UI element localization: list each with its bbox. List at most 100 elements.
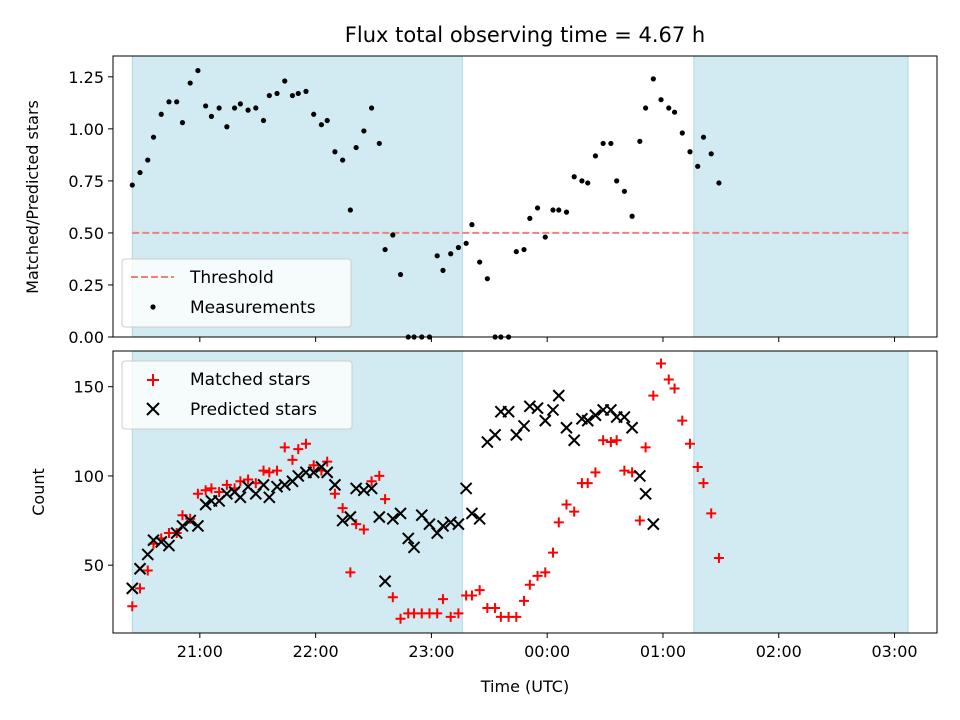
top-panel: 0.00 0.25 0.50 0.75 1.00 1.25 Matched/Predict… bbox=[23, 55, 938, 347]
predicted-star-point bbox=[307, 466, 320, 479]
matched-star-point bbox=[663, 374, 674, 385]
matched-star-point bbox=[611, 435, 622, 446]
matched-star-point bbox=[221, 479, 232, 490]
x-axis-label: Time (UTC) bbox=[480, 677, 569, 696]
matched-star-point bbox=[713, 553, 724, 564]
predicted-star-point bbox=[278, 478, 291, 492]
predicted-star-point bbox=[488, 428, 502, 442]
bottom-y-axis: 50 100 150 bbox=[73, 378, 113, 575]
x-tick-label: 01:00 bbox=[640, 642, 686, 661]
matched-star-point bbox=[287, 454, 298, 465]
measurement-point bbox=[253, 105, 259, 111]
matched-star-point bbox=[511, 611, 522, 622]
top-y-axis-label: Matched/Predicted stars bbox=[23, 100, 42, 294]
measurement-point bbox=[513, 249, 519, 255]
matched-star-point bbox=[387, 592, 398, 603]
measurement-point bbox=[534, 205, 541, 211]
matched-star-point bbox=[569, 506, 580, 517]
measurement-point bbox=[658, 97, 664, 103]
predicted-star-point bbox=[386, 512, 400, 525]
predicted-star-point bbox=[126, 582, 139, 595]
predicted-star-point bbox=[523, 400, 537, 413]
predicted-star-point bbox=[263, 491, 276, 504]
measurement-point bbox=[129, 182, 135, 188]
measurement-point bbox=[224, 124, 230, 130]
matched-star-point bbox=[706, 508, 717, 519]
matched-star-point bbox=[634, 515, 645, 526]
matched-legend-swatch bbox=[147, 374, 159, 386]
y-tick-label: 1.25 bbox=[68, 68, 104, 87]
matched-star-point bbox=[351, 519, 362, 530]
top-y-axis: 0.00 0.25 0.50 0.75 1.00 1.25 bbox=[68, 68, 113, 347]
bottom-panel: 50 100 150 21:00 22:00 23:00 00:00 01:00 02:00 0… bbox=[29, 350, 938, 696]
measurement-point bbox=[195, 67, 201, 74]
measurement-point bbox=[614, 178, 620, 184]
measurement-point bbox=[695, 163, 701, 169]
matched-star-point bbox=[590, 467, 601, 478]
predicted-star-point bbox=[199, 498, 212, 511]
threshold-legend-label: Threshold bbox=[189, 268, 274, 288]
y-tick-label: 1.00 bbox=[68, 120, 104, 139]
measurement-point bbox=[521, 246, 527, 253]
predicted-star-point bbox=[155, 535, 168, 549]
y-tick-label: 150 bbox=[73, 378, 104, 397]
matched-star-point bbox=[264, 467, 275, 478]
predicted-star-point bbox=[560, 421, 573, 434]
matched-star-point bbox=[358, 524, 369, 535]
matched-star-point bbox=[395, 613, 406, 624]
predicted-star-point bbox=[465, 507, 479, 520]
bottom-legend: Matched stars Predicted stars bbox=[121, 360, 353, 430]
matched-star-point bbox=[437, 594, 448, 605]
measurement-point bbox=[361, 128, 367, 134]
measurement-point bbox=[608, 140, 614, 147]
measurement-point bbox=[303, 88, 309, 94]
matched-legend-label: Matched stars bbox=[190, 370, 310, 390]
measurement-point bbox=[671, 109, 678, 115]
predicted-star-point bbox=[191, 519, 205, 533]
measurement-point bbox=[571, 174, 577, 180]
measurement-point bbox=[166, 99, 172, 105]
matched-star-point bbox=[445, 611, 456, 622]
y-tick-label: 100 bbox=[73, 467, 104, 486]
matched-star-point bbox=[669, 383, 680, 394]
measurement-point bbox=[368, 105, 375, 111]
measurement-point bbox=[324, 117, 330, 124]
top-panel-frame bbox=[112, 55, 938, 338]
x-tick-label: 23:00 bbox=[408, 642, 454, 661]
matched-star-point bbox=[214, 487, 225, 497]
bottom-panel-frame bbox=[112, 350, 938, 634]
measurement-point bbox=[600, 140, 606, 147]
predicted-star-point bbox=[162, 539, 176, 552]
matched-star-point bbox=[547, 547, 558, 558]
predicted-star-point bbox=[552, 389, 565, 402]
y-tick-label: 50 bbox=[84, 556, 104, 575]
top-x-ticks bbox=[199, 337, 896, 342]
predicted-star-point bbox=[452, 517, 465, 531]
x-tick-label: 21:00 bbox=[177, 642, 223, 661]
matched-star-point bbox=[640, 442, 651, 453]
measurement-point bbox=[376, 140, 382, 147]
measurement-point bbox=[390, 232, 396, 238]
matched-star-point bbox=[692, 462, 703, 473]
matched-star-point bbox=[466, 590, 477, 601]
matched-star-point bbox=[337, 503, 348, 514]
y-tick-label: 0.00 bbox=[68, 328, 104, 347]
predicted-star-point bbox=[618, 410, 631, 424]
predicted-legend-swatch bbox=[146, 402, 160, 416]
predicted-star-point bbox=[141, 548, 154, 561]
x-tick-label: 03:00 bbox=[871, 642, 917, 661]
predicted-star-point bbox=[257, 478, 270, 492]
x-tick-label: 22:00 bbox=[293, 642, 339, 661]
measurement-point bbox=[187, 80, 193, 86]
measurement-point bbox=[266, 92, 272, 99]
matched-star-point bbox=[272, 465, 283, 476]
matched-star-point bbox=[656, 358, 667, 369]
predicted-star-point bbox=[531, 401, 544, 415]
matched-star-point bbox=[192, 488, 203, 499]
predicted-star-point bbox=[407, 541, 421, 554]
matched-star-point bbox=[684, 438, 695, 449]
measurement-point bbox=[585, 180, 591, 186]
measurement-point bbox=[716, 180, 722, 186]
measurement-point bbox=[216, 105, 222, 111]
measurement-point bbox=[245, 107, 251, 113]
